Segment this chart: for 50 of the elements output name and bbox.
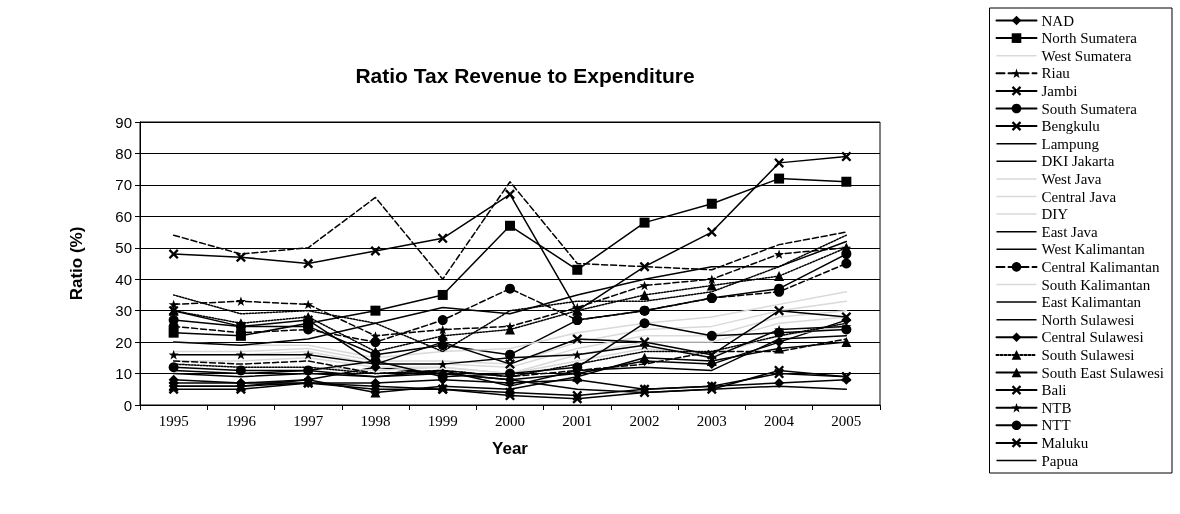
legend-label: Papua [1041,452,1079,469]
legend-label: South East Sulawesi [1041,364,1164,381]
legend-label: North Sulawesi [1041,311,1135,328]
x-tick-label: 1997 [293,412,324,429]
y-tick-label: 10 [115,365,132,383]
legend-label: South Sulawesi [1041,346,1135,363]
legend-label: Jambi [1041,82,1078,99]
legend-label: West Java [1041,170,1102,187]
legend-label: NTT [1041,417,1071,434]
legend-label: South Kalimantan [1041,276,1151,293]
x-tick-label: 2000 [495,412,525,429]
legend-label: West Kalimantan [1041,241,1146,258]
legend-label: Bali [1041,382,1067,399]
y-tick-label: 50 [115,239,132,257]
y-tick-label: 30 [115,302,132,320]
x-tick-label: 2003 [696,412,727,429]
y-tick-label: 90 [115,113,132,131]
y-tick-label: 40 [115,270,132,288]
chart-title: Ratio Tax Revenue to Expenditure [355,64,695,87]
legend-label: Central Java [1041,188,1117,205]
y-tick-label: 80 [115,144,132,162]
legend-label: Central Sulawesi [1041,329,1144,346]
x-tick-label: 1998 [360,412,391,429]
legend-label: East Kalimantan [1041,294,1142,311]
y-tick-label: 60 [115,207,132,225]
legend-label: Maluku [1041,434,1089,451]
legend-label: DKI Jakarta [1041,153,1115,170]
x-tick-label: 1999 [427,412,458,429]
y-tick-label: 70 [115,176,132,194]
legend-label: West Sumatera [1041,47,1132,64]
legend-label: Bengkulu [1041,118,1101,135]
legend-label: NAD [1041,12,1075,29]
legend-label: DIY [1041,206,1069,223]
x-tick-label: 2002 [629,412,660,429]
legend-label: South Sumatera [1041,100,1138,117]
x-tick-label: 2004 [764,412,795,429]
legend-label: Lampung [1041,135,1100,152]
x-tick-label: 2005 [831,412,862,429]
y-axis-title: Ratio (%) [67,226,86,301]
x-tick-label: 2001 [562,412,593,429]
y-tick-label: 20 [115,333,132,351]
legend-label: NTB [1041,399,1072,416]
legend-label: North Sumatera [1041,30,1138,47]
legend-label: East Java [1041,223,1099,240]
x-axis-title: Year [492,439,529,458]
x-tick-label: 1995 [158,412,189,429]
x-tick-label: 1996 [225,412,257,429]
y-tick-label: 0 [123,396,132,414]
legend-label: Riau [1041,65,1071,82]
legend-label: Central Kalimantan [1041,258,1160,275]
